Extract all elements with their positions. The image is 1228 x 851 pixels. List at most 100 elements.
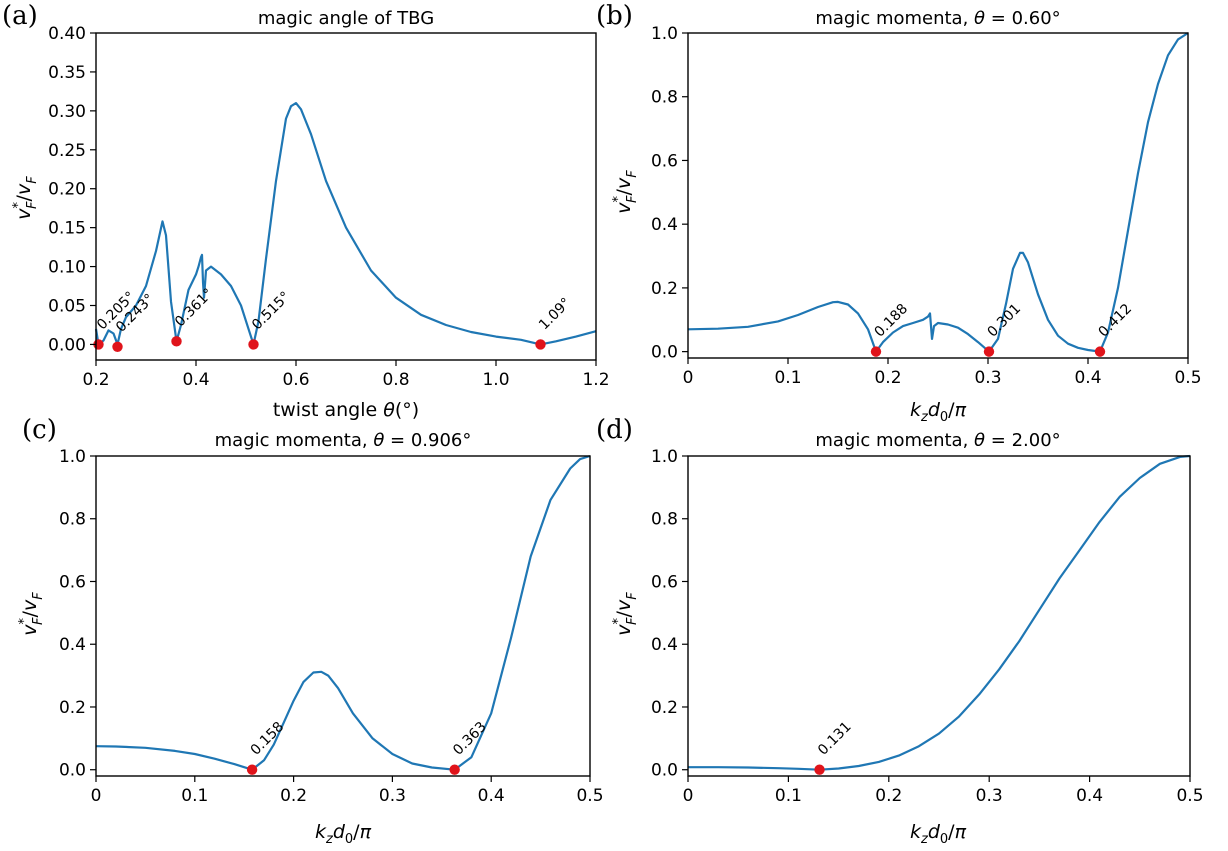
- x-tick-label: 0.2: [875, 786, 902, 806]
- x-axis-label: kzd0/π: [910, 399, 967, 425]
- axes-frame: [95, 32, 597, 361]
- series-line: [94, 102, 597, 346]
- y-tick-label: 0.0: [651, 761, 678, 781]
- y-tick-label: 1.0: [651, 24, 678, 44]
- point-annotation: 1.09°: [536, 295, 574, 333]
- point-annotation: 0.361°: [172, 286, 217, 331]
- x-tick-label: 0: [683, 368, 694, 388]
- chart-title: magic momenta, θ = 2.00°: [815, 430, 1060, 451]
- y-tick-label: 0.2: [651, 279, 678, 299]
- axes-frame: [687, 455, 1191, 777]
- x-tick-label: 1.2: [582, 370, 609, 390]
- panel-label: (a): [2, 1, 38, 31]
- point-annotation: 0.515°: [249, 289, 294, 334]
- y-tick-label: 0.25: [48, 141, 86, 161]
- y-tick-label: 1.0: [59, 447, 86, 467]
- x-tick-label: 0.8: [382, 370, 409, 390]
- x-axis-label: twist angle θ(°): [273, 399, 419, 421]
- x-axis-label: kzd0/π: [910, 821, 967, 846]
- series-line: [95, 454, 591, 771]
- y-tick-label: 0.35: [48, 63, 86, 83]
- point-annotation: 0.363: [450, 719, 490, 759]
- chart-title: magic angle of TBG: [258, 8, 434, 29]
- chart-title: magic momenta, θ = 0.60°: [815, 8, 1060, 29]
- y-tick-label: 0.05: [48, 297, 86, 317]
- y-tick-label: 0.4: [651, 215, 678, 235]
- y-tick-label: 0.6: [651, 572, 678, 592]
- x-tick-label: 0.5: [576, 786, 603, 806]
- y-tick-label: 0.8: [59, 510, 86, 530]
- y-tick-label: 0.2: [651, 698, 678, 718]
- magic-point-marker: [814, 764, 825, 775]
- magic-point-marker: [535, 339, 546, 350]
- y-tick-label: 0.40: [48, 24, 86, 44]
- x-tick-label: 0.1: [774, 368, 801, 388]
- x-tick-label: 0.6: [282, 370, 309, 390]
- x-tick-label: 0.4: [182, 370, 209, 390]
- magic-point-marker: [449, 764, 460, 775]
- y-tick-label: 0.0: [59, 761, 86, 781]
- magic-point-marker: [171, 336, 182, 347]
- y-tick-label: 0.00: [48, 335, 86, 355]
- panel-b: (b) magic momenta, θ = 0.60° 0.188 0.301 0…: [596, 1, 1202, 425]
- axes-frame: [95, 455, 591, 777]
- series-line: [688, 454, 1191, 771]
- plot-area: 0.131 0 0.1 0.2 0.3 0.4 0.5 0.0 0.2 0.4 0.6 0.8 1.0: [651, 447, 1204, 806]
- panel-c: (c) magic momenta, θ = 0.906° 0.158 0.363…: [17, 415, 604, 847]
- x-axis-label: kzd0/π: [315, 821, 372, 846]
- x-tick-label: 0.4: [1076, 786, 1103, 806]
- panel-a: (a) magic angle of TBG 0.205°0.243° 0.361…: [2, 1, 610, 421]
- magic-point-marker: [1094, 346, 1106, 357]
- y-axis-label: v*F/vF: [611, 592, 640, 636]
- y-axis-label: v*F/vF: [17, 592, 46, 636]
- magic-point-marker: [112, 341, 123, 352]
- magic-point-marker: [983, 346, 995, 357]
- x-tick-label: 0.4: [1074, 368, 1101, 388]
- point-annotation: 0.158: [248, 719, 288, 759]
- y-tick-label: 0.2: [59, 698, 86, 718]
- y-tick-label: 0.30: [48, 102, 86, 122]
- y-axis-label: v*F/vF: [611, 170, 640, 214]
- y-tick-label: 0.15: [48, 219, 86, 239]
- panel-label: (b): [596, 1, 633, 31]
- x-tick-label: 1.0: [482, 370, 509, 390]
- y-tick-label: 0.6: [651, 151, 678, 171]
- y-tick-label: 0.20: [48, 180, 86, 200]
- x-tick-label: 0: [91, 786, 102, 806]
- magic-point-marker: [246, 764, 258, 775]
- x-tick-label: 0.2: [82, 370, 109, 390]
- y-axis-label: v*F/vF: [11, 176, 40, 220]
- x-tick-label: 0.1: [181, 786, 208, 806]
- y-tick-label: 0.0: [651, 343, 678, 363]
- x-tick-label: 0: [683, 786, 694, 806]
- x-tick-label: 0.2: [280, 786, 307, 806]
- x-tick-label: 0.5: [1176, 786, 1203, 806]
- x-tick-label: 0.4: [478, 786, 505, 806]
- x-tick-label: 0.2: [874, 368, 901, 388]
- panel-label: (c): [22, 415, 57, 445]
- y-tick-label: 0.4: [59, 635, 86, 655]
- magic-point-marker: [248, 339, 259, 350]
- x-tick-label: 0.3: [974, 368, 1001, 388]
- y-tick-label: 0.10: [48, 258, 86, 278]
- y-tick-label: 0.8: [651, 88, 678, 108]
- y-tick-label: 1.0: [651, 447, 678, 467]
- x-tick-label: 0.3: [379, 786, 406, 806]
- y-tick-label: 0.6: [59, 572, 86, 592]
- axes-frame: [687, 32, 1189, 359]
- y-tick-label: 0.4: [651, 635, 678, 655]
- point-annotation: 0.131: [815, 719, 855, 759]
- point-annotation: 0.412: [1096, 301, 1136, 341]
- magic-point-marker: [870, 346, 882, 357]
- x-tick-label: 0.1: [775, 786, 802, 806]
- x-tick-label: 0.5: [1174, 368, 1201, 388]
- panel-label: (d): [596, 415, 633, 445]
- plot-area: 0.158 0.363 0 0.1 0.2 0.3 0.4 0.5 0.0 0.2 0.4 0.6 0.…: [59, 447, 604, 806]
- y-tick-label: 0.8: [651, 510, 678, 530]
- plot-area: 0.205°0.243° 0.361° 0.515° 1.09°0.2 0.4 0.6 0.…: [48, 24, 609, 390]
- x-tick-label: 0.3: [976, 786, 1003, 806]
- chart-title: magic momenta, θ = 0.906°: [215, 430, 472, 451]
